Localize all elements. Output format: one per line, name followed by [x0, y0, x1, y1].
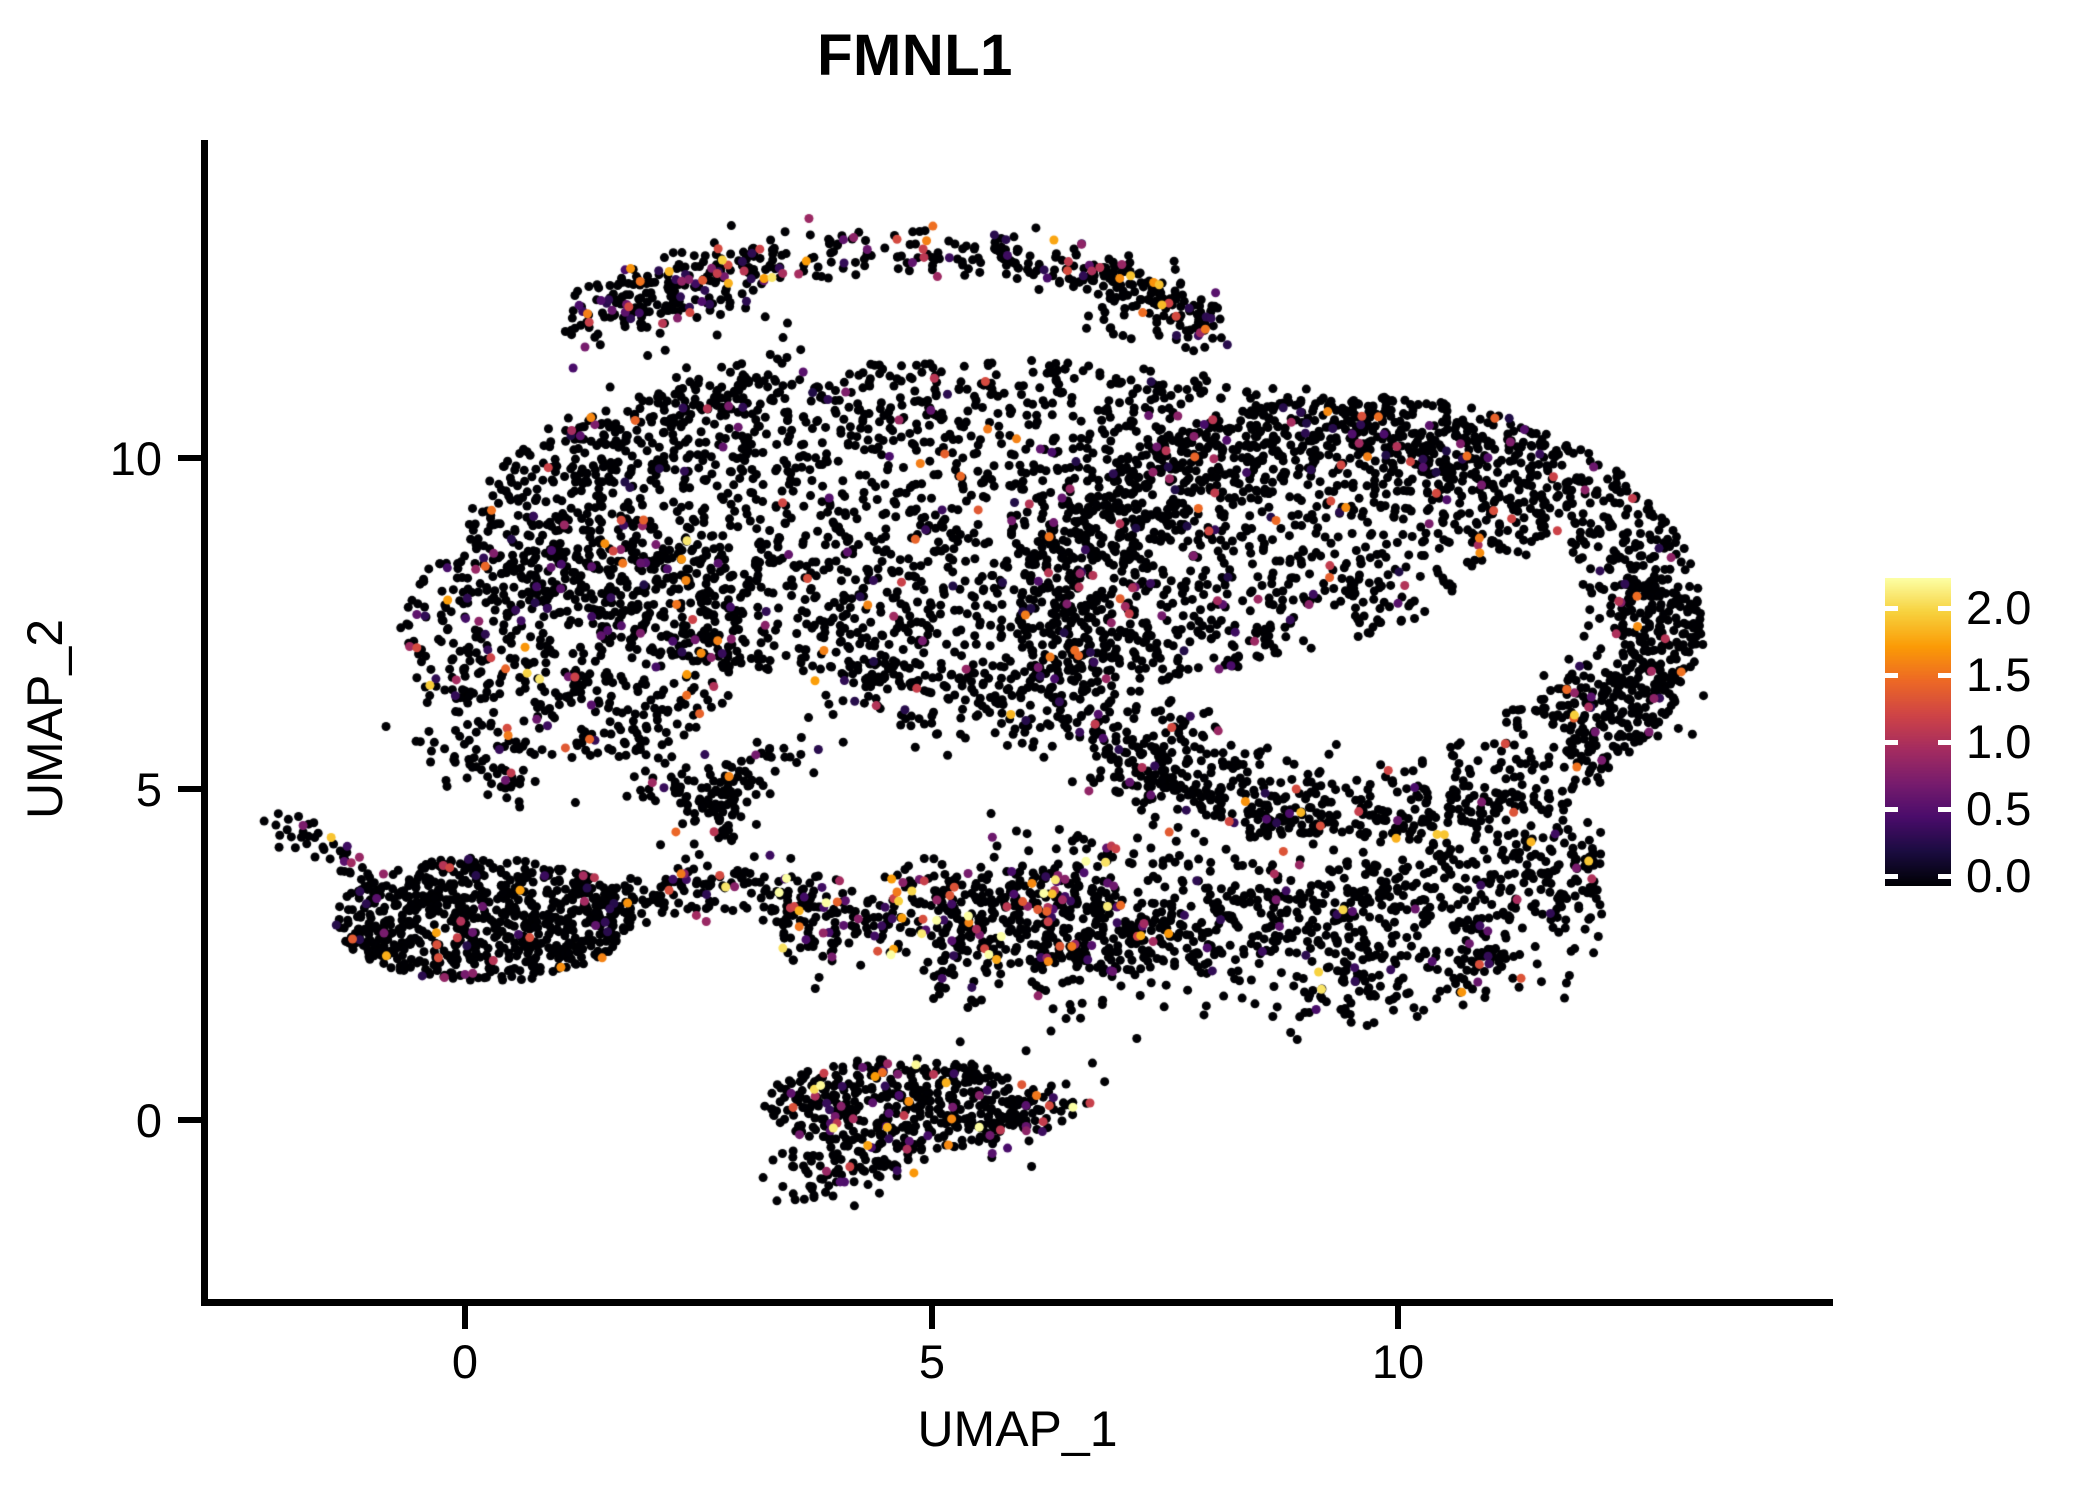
- colorbar-tick-2-0-left: [1885, 606, 1898, 611]
- colorbar-gradient: [1885, 578, 1951, 886]
- colorbar-label-0-0: 0.0: [1966, 849, 2032, 902]
- y-tick-mark-0: [178, 1117, 201, 1123]
- x-tick-mark-5: [929, 1306, 935, 1329]
- plot-panel[interactable]: [205, 140, 1830, 1302]
- scatter-plot-canvas[interactable]: [205, 140, 1830, 1302]
- colorbar-tick-0-0-left: [1885, 874, 1898, 879]
- colorbar-tick-0-0-right: [1938, 874, 1951, 879]
- colorbar-legend: 2.0 1.5 1.0 0.5 0.0: [1880, 570, 2080, 900]
- x-tick-mark-10: [1395, 1306, 1401, 1329]
- colorbar-label-0-5: 0.5: [1966, 782, 2032, 835]
- colorbar-tick-1-5-right: [1938, 673, 1951, 678]
- colorbar-label-2-0: 2.0: [1966, 581, 2032, 634]
- x-axis-title: UMAP_1: [917, 1401, 1118, 1457]
- x-tick-label-10: 10: [1371, 1335, 1425, 1388]
- y-tick-label-5: 5: [135, 763, 162, 816]
- x-axis-line: [201, 1299, 1833, 1306]
- page-title: FMNL1: [817, 23, 1013, 88]
- y-axis-title: UMAP_2: [17, 618, 73, 820]
- colorbar-label-1-5: 1.5: [1966, 648, 2032, 701]
- x-tick-label-0: 0: [451, 1335, 479, 1388]
- colorbar-tick-1-0-left: [1885, 740, 1898, 745]
- y-axis-line: [201, 140, 208, 1306]
- colorbar-tick-2-0-right: [1938, 606, 1951, 611]
- colorbar-tick-1-0-right: [1938, 740, 1951, 745]
- x-tick-mark-0: [462, 1306, 468, 1329]
- x-tick-label-5: 5: [918, 1335, 946, 1388]
- colorbar-tick-0-5-left: [1885, 807, 1898, 812]
- y-tick-label-0: 0: [135, 1094, 162, 1147]
- colorbar-label-1-0: 1.0: [1966, 715, 2032, 768]
- y-tick-mark-5: [178, 786, 201, 792]
- colorbar-tick-0-5-right: [1938, 807, 1951, 812]
- y-tick-mark-10: [178, 455, 201, 461]
- colorbar-tick-1-5-left: [1885, 673, 1898, 678]
- y-tick-label-10: 10: [109, 432, 162, 485]
